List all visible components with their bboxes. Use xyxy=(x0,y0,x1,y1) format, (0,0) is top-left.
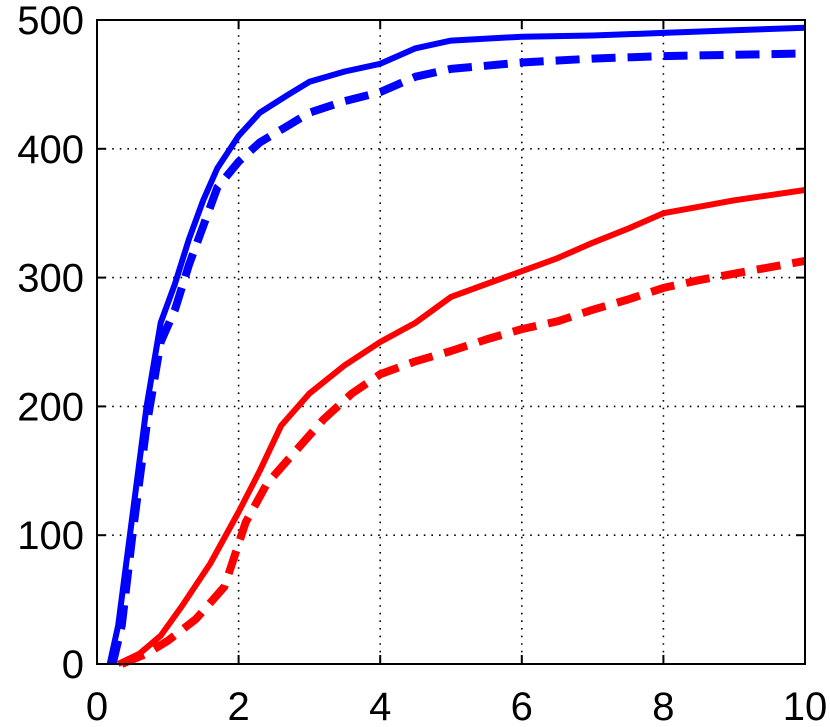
grid-layer xyxy=(97,20,805,664)
y-tick-label: 500 xyxy=(17,0,84,43)
y-tick-label: 0 xyxy=(62,643,84,687)
y-tick-label: 400 xyxy=(17,128,84,172)
x-tick-label: 6 xyxy=(511,685,533,727)
x-tick-label: 10 xyxy=(783,685,828,727)
x-tick-label: 2 xyxy=(227,685,249,727)
y-tick-label: 300 xyxy=(17,257,84,301)
series-layer xyxy=(106,24,806,668)
axes-layer xyxy=(96,19,806,665)
series-line-1 xyxy=(108,49,806,665)
plot-frame xyxy=(96,19,806,665)
series-line-2 xyxy=(116,187,806,667)
y-tick-label: 200 xyxy=(17,385,84,429)
y-tick-label: 100 xyxy=(17,514,84,558)
series-line-3 xyxy=(120,256,806,668)
x-tick-label: 8 xyxy=(652,685,674,727)
x-tick-label: 0 xyxy=(86,685,108,727)
x-tick-label: 4 xyxy=(369,685,391,727)
